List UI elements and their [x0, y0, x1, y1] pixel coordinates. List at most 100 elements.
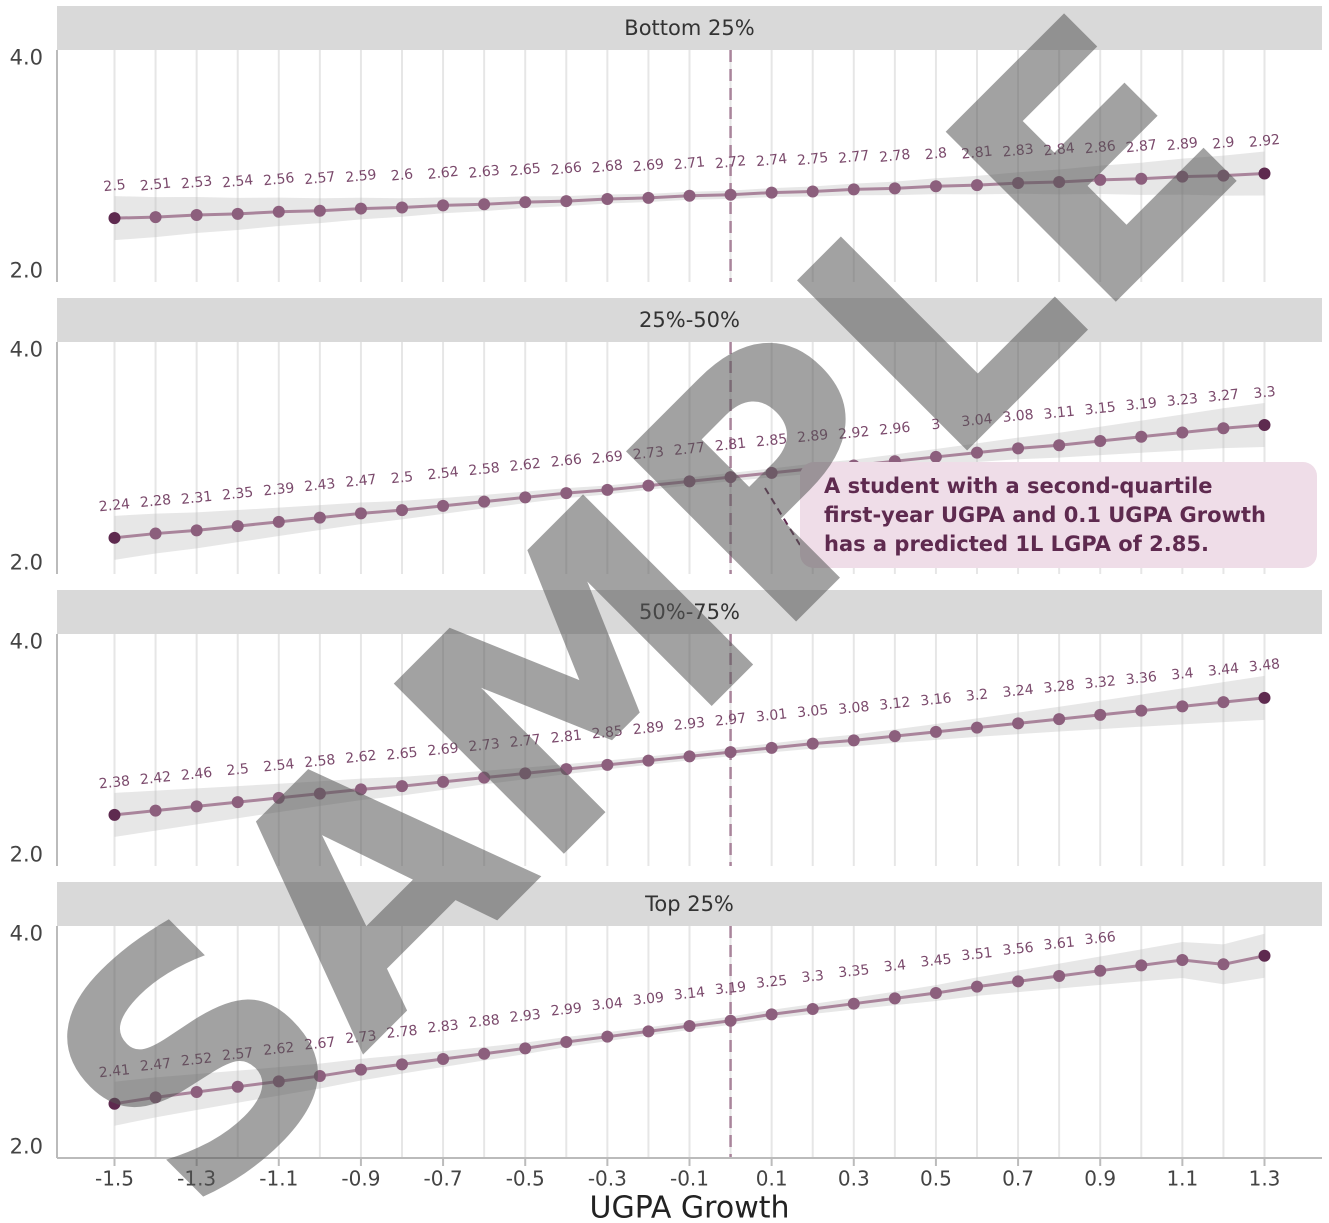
value-label: 2.31	[180, 489, 213, 508]
value-label: 3.19	[714, 979, 747, 998]
point	[519, 491, 532, 504]
point	[437, 775, 450, 788]
value-label: 2.5	[226, 761, 250, 779]
value-label: 2.9	[1212, 134, 1236, 152]
point	[396, 1058, 408, 1071]
point	[1012, 717, 1025, 730]
point	[1012, 177, 1025, 190]
point	[847, 734, 860, 747]
point	[478, 198, 491, 211]
point	[1094, 434, 1107, 447]
value-label: 2.88	[468, 1012, 501, 1031]
point	[560, 1036, 573, 1048]
value-label: 2.77	[509, 732, 542, 751]
value-label: 2.54	[221, 172, 254, 191]
strip	[57, 6, 1322, 50]
value-label: 2.69	[632, 156, 665, 175]
point	[1094, 173, 1107, 186]
value-label: 2.62	[509, 456, 542, 475]
point	[313, 787, 326, 800]
panel-title: 50%-75%	[639, 600, 740, 624]
annotation-text: has a predicted 1L LGPA of 2.85.	[824, 532, 1209, 556]
x-tick-label: 0.1	[756, 1167, 788, 1191]
value-label: 2.47	[139, 1056, 172, 1075]
value-label: 2.96	[879, 420, 912, 439]
value-label: 2.53	[180, 173, 213, 192]
point	[190, 208, 203, 221]
point	[108, 808, 121, 821]
point	[1135, 704, 1148, 717]
point	[765, 1008, 778, 1021]
value-label: 2.73	[345, 1028, 378, 1047]
value-label: 2.62	[262, 1040, 295, 1059]
point	[971, 179, 983, 192]
point	[888, 730, 901, 743]
x-tick-label: 0.5	[920, 1167, 952, 1191]
value-label: 2.6	[390, 166, 414, 184]
point	[190, 800, 203, 813]
point	[642, 754, 655, 767]
value-label: 3.25	[755, 973, 788, 992]
annotation-box	[800, 462, 1317, 568]
point	[478, 1047, 491, 1060]
point	[560, 763, 573, 776]
y-tick-label: 4.0	[10, 922, 43, 946]
point	[1258, 419, 1271, 432]
point	[231, 796, 244, 809]
point	[601, 758, 614, 771]
value-label: 2.83	[1002, 141, 1035, 160]
point	[1217, 696, 1230, 709]
value-label: 2.35	[221, 485, 254, 504]
point	[929, 987, 942, 1000]
panel-title: Bottom 25%	[624, 16, 754, 40]
point	[149, 1091, 162, 1104]
point	[724, 471, 737, 484]
x-tick-label: 0.3	[838, 1167, 870, 1191]
annotation-text: A student with a second-quartile	[824, 474, 1213, 498]
point	[108, 212, 121, 225]
point	[313, 204, 326, 217]
value-label: 2.58	[468, 460, 501, 479]
value-label: 2.83	[427, 1017, 460, 1036]
point	[149, 804, 162, 817]
y-tick-label: 2.0	[10, 550, 43, 574]
value-label: 3.09	[632, 990, 665, 1009]
value-label: 3.08	[837, 699, 870, 718]
point	[1176, 954, 1189, 967]
value-label: 2.47	[345, 472, 378, 491]
point	[1176, 426, 1189, 439]
point	[1217, 422, 1230, 435]
point	[929, 180, 942, 193]
value-label: 3.56	[1002, 940, 1035, 959]
value-label: 2.8	[924, 145, 948, 163]
point	[1258, 691, 1271, 704]
x-tick-label: -0.5	[506, 1167, 545, 1191]
point	[724, 188, 737, 201]
value-label: 2.89	[796, 427, 829, 446]
point	[929, 450, 942, 463]
value-label: 3.51	[961, 945, 994, 964]
value-label: 3.19	[1125, 395, 1158, 414]
point	[354, 1063, 367, 1076]
value-label: 2.69	[591, 448, 624, 467]
value-label: 2.62	[427, 164, 460, 183]
value-label: 2.93	[509, 1007, 542, 1026]
strip	[57, 590, 1322, 634]
value-label: 2.77	[837, 148, 870, 167]
value-label: 2.87	[1125, 137, 1158, 156]
value-label: 2.57	[221, 1045, 254, 1064]
point	[149, 211, 162, 224]
value-label: 2.5	[390, 469, 414, 487]
value-label: 3.11	[1043, 404, 1076, 423]
value-label: 2.92	[1248, 132, 1281, 151]
value-label: 3.05	[796, 702, 829, 721]
point	[560, 195, 573, 208]
value-label: 2.63	[468, 163, 501, 182]
point	[313, 511, 326, 524]
value-label: 2.62	[345, 748, 378, 767]
value-label: 2.41	[98, 1062, 131, 1081]
value-label: 2.86	[1084, 138, 1117, 157]
point	[683, 475, 696, 488]
value-label: 2.72	[714, 153, 747, 172]
point	[683, 1020, 696, 1033]
